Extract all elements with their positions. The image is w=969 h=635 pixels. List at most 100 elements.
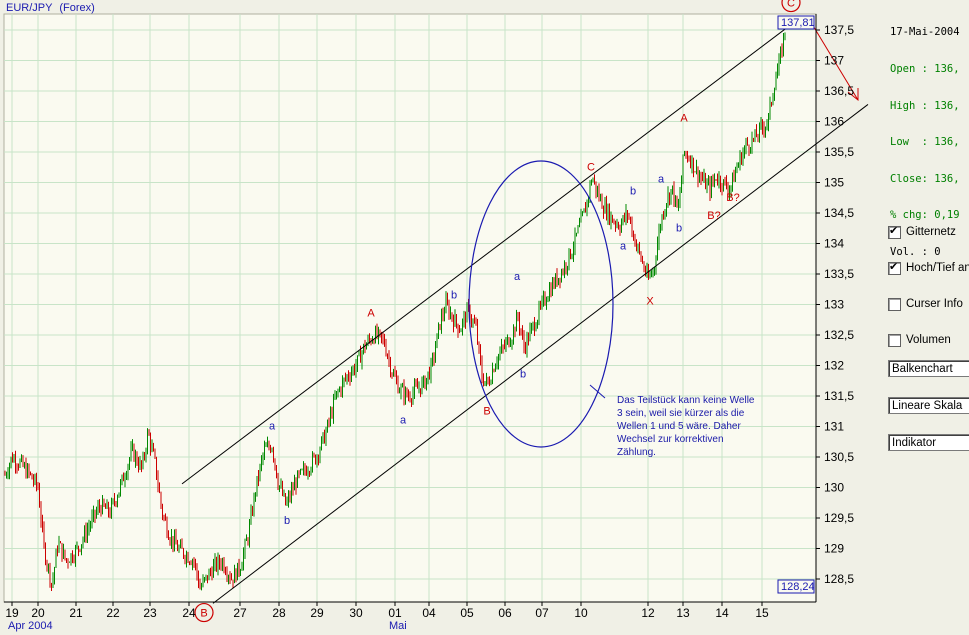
chart-type-select[interactable]: Balkenchart — [888, 360, 969, 377]
y-tick-label: 128,5 — [824, 572, 854, 586]
high-marker: 137,81 — [781, 17, 815, 29]
wave-circle — [194, 602, 214, 623]
forecast-arrow-head — [847, 88, 859, 102]
wave-circle — [781, 0, 801, 13]
x-tick-label: 19 — [5, 606, 19, 620]
wave-label: b — [451, 289, 457, 301]
ohlc-high: High : 136, — [890, 99, 960, 112]
note-line-5: Zählung. — [617, 447, 656, 458]
y-tick-label: 133 — [824, 298, 844, 312]
wave-label: a — [658, 174, 665, 186]
low-marker: 128,24 — [781, 581, 815, 593]
gitternetz-toggle[interactable]: Gitternetz — [888, 224, 956, 240]
x-tick-label: 01 — [388, 606, 402, 620]
wave-label: b — [676, 222, 682, 234]
note-pointer-line — [589, 384, 606, 399]
wave-label: a — [620, 241, 627, 253]
y-axis: 128,5 129 129,5 130 130,5 131 131,5 132 132,5 133… — [815, 14, 854, 602]
y-tick-label: 130,5 — [824, 450, 854, 464]
ohlc-open: Open : 136, — [890, 63, 960, 76]
y-tick-label: 132,5 — [824, 328, 854, 342]
chart-title: EUR/JPY (Forex) — [6, 2, 95, 14]
gitternetz-label: Gitternetz — [906, 226, 956, 238]
x-tick-label: 21 — [69, 606, 83, 620]
ohlc-readout: 17-Mai-2004 Open : 136, High : 136, Low … — [890, 2, 960, 270]
x-tick-label: 28 — [272, 606, 286, 620]
x-tick-label: 14 — [715, 606, 729, 620]
wave-circle-label: B — [200, 608, 207, 620]
y-tick-label: 129 — [824, 542, 844, 556]
wave-label: a — [514, 271, 521, 283]
x-tick-label: 04 — [422, 606, 436, 620]
indicator-select[interactable]: Indikator — [888, 434, 969, 451]
volumen-checkbox[interactable] — [888, 333, 901, 347]
note-line-4: Wechsel zur korrektiven — [617, 434, 724, 445]
y-tick-label: 132 — [824, 359, 844, 373]
x-axis: 19 20 21 22 23 24 27 28 29 30 01 04 05 06 07 10 12 13 14 15… — [4, 601, 816, 632]
y-tick-label: 136 — [824, 115, 844, 129]
upper-channel-line — [181, 17, 801, 485]
y-tick-label: 129,5 — [824, 511, 854, 525]
annotation-ellipse — [468, 160, 614, 448]
y-tick-label: 133,5 — [824, 267, 854, 281]
x-tick-label: 24 — [182, 606, 196, 620]
wave-label: B — [483, 405, 490, 417]
x-tick-label: 06 — [498, 606, 512, 620]
x-tick-label: 10 — [574, 606, 588, 620]
y-tick-label: 131 — [824, 420, 844, 434]
high-marker-box — [777, 15, 815, 30]
ohlc-close: Close: 136, — [890, 172, 960, 185]
hochtief-checkbox[interactable] — [888, 260, 901, 275]
ohlc-volume: Vol. : 0 — [890, 246, 941, 259]
market-label: (Forex) — [59, 2, 94, 14]
symbol-label: EUR/JPY — [6, 2, 53, 14]
y-tick-label: 136,5 — [824, 84, 854, 98]
forecast-arrow-line — [811, 23, 859, 101]
y-tick-label: 135,5 — [824, 145, 854, 159]
curser-info-toggle[interactable]: Curser Info — [888, 296, 963, 312]
gitternetz-checkbox[interactable] — [888, 224, 901, 239]
wave-label: b — [630, 186, 636, 198]
volumen-label: Volumen — [906, 334, 951, 346]
y-tick-label: 137 — [824, 54, 844, 68]
x-group-label: Apr 2004 — [8, 620, 53, 632]
x-tick-label: 30 — [349, 606, 363, 620]
note-line-1: Das Teilstück kann keine Welle — [617, 395, 755, 406]
x-tick-label: 22 — [106, 606, 120, 620]
y-tick-label: 134,5 — [824, 206, 854, 220]
ohlc-low: Low : 136, — [890, 136, 960, 149]
wave-label: A — [367, 308, 375, 320]
hochtief-toggle[interactable]: Hoch/Tief an — [888, 260, 969, 276]
wave-ellipse — [468, 160, 614, 448]
x-tick-label: 07 — [535, 606, 549, 620]
ohlc-date: 17-Mai-2004 — [890, 26, 960, 39]
scale-select[interactable]: Lineare Skala — [888, 397, 969, 414]
grid-lines — [4, 14, 816, 602]
curser-info-label: Curser Info — [906, 298, 963, 310]
wave-label: b — [520, 369, 526, 381]
y-tick-label: 135 — [824, 176, 844, 190]
hochtief-label: Hoch/Tief an — [906, 262, 969, 274]
y-tick-label: 131,5 — [824, 389, 854, 403]
curser-info-checkbox[interactable] — [888, 297, 901, 311]
ohlc-bars — [4, 32, 786, 591]
x-tick-label: 20 — [31, 606, 45, 620]
wave-labels: Aa b a b Ba b Cb a Xa b A B? B? B C — [194, 0, 801, 623]
x-tick-label: 05 — [460, 606, 474, 620]
y-tick-label: 130 — [824, 481, 844, 495]
x-tick-label: 13 — [676, 606, 690, 620]
wave-circle-label: C — [787, 0, 795, 10]
plot-area — [3, 13, 817, 603]
volumen-toggle[interactable]: Volumen — [888, 332, 951, 348]
annotation-note: Das Teilstück kann keine Welle 3 sein, w… — [617, 395, 755, 458]
x-tick-label: 12 — [641, 606, 655, 620]
low-marker-box — [777, 579, 815, 594]
wave-label: a — [400, 414, 407, 426]
wave-label: a — [269, 421, 276, 433]
y-tick-label: 134 — [824, 237, 844, 251]
trend-channel — [181, 17, 869, 604]
ohlc-change: % chg: 0,19 — [890, 209, 960, 222]
lower-channel-line — [212, 104, 869, 604]
x-group-label: Mai — [389, 620, 407, 632]
